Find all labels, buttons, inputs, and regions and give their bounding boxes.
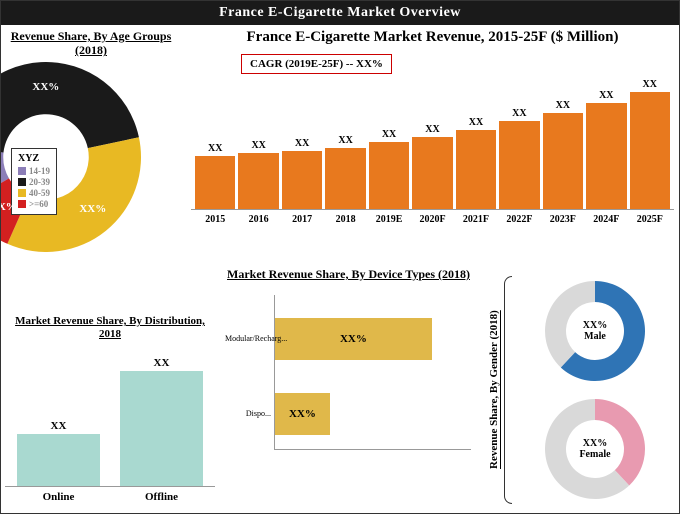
- revenue-bar: XX: [412, 124, 452, 209]
- bar-rect: [456, 130, 496, 209]
- legend-swatch: [18, 167, 26, 175]
- age-legend-row: 40-59: [18, 188, 50, 198]
- bar-x-label: 2022F: [499, 214, 539, 225]
- bar-rect: [499, 121, 539, 209]
- revenue-section: France E-Cigarette Market Revenue, 2015-…: [191, 25, 674, 240]
- revenue-bar: XX: [369, 129, 409, 209]
- revenue-bar: XX: [630, 79, 670, 209]
- age-slice-label: XX%: [1, 201, 17, 213]
- bar-x-label: 2018: [325, 214, 365, 225]
- page-title: France E-Cigarette Market Overview: [219, 5, 461, 20]
- cagr-box: CAGR (2019E-25F) -- XX%: [241, 54, 392, 74]
- gender-female-label: XX% Female: [579, 438, 610, 460]
- revenue-bar: XX: [282, 138, 322, 209]
- device-row-label: Dispo...: [225, 409, 273, 418]
- legend-label: 40-59: [29, 188, 50, 198]
- bar-value-label: XX: [469, 117, 483, 128]
- bar-rect: [586, 103, 626, 209]
- bar-rect: [282, 151, 322, 209]
- gender-title: Revenue Share, By Gender (2018): [486, 270, 502, 510]
- device-row-label: Modular/Recharg...: [225, 334, 273, 343]
- bracket-icon: [504, 276, 512, 504]
- bar-rect: [369, 142, 409, 209]
- legend-swatch: [18, 200, 26, 208]
- age-slice-label: XX%: [79, 203, 106, 215]
- device-section: Market Revenue Share, By Device Types (2…: [226, 267, 471, 450]
- bar-x-label: 2023F: [543, 214, 583, 225]
- age-legend-title: XYZ: [18, 153, 50, 164]
- age-legend-row: 20-39: [18, 177, 50, 187]
- age-legend-row: 14-19: [18, 166, 50, 176]
- age-donut-chart: XYZ 14-1920-3940-59>=60 XX%XX%XX%XX%: [1, 62, 176, 252]
- distribution-title: Market Revenue Share, By Distribution, 2…: [5, 315, 215, 341]
- revenue-title: France E-Cigarette Market Revenue, 2015-…: [191, 25, 674, 50]
- bar-value-label: XX: [251, 140, 265, 151]
- age-legend: XYZ 14-1920-3940-59>=60: [11, 148, 57, 215]
- bar-value-label: XX: [338, 135, 352, 146]
- bar-value-label: XX: [154, 357, 170, 369]
- revenue-bar: XX: [543, 100, 583, 209]
- device-bar-row: Dispo...XX%: [275, 393, 471, 435]
- bar-value-label: XX: [295, 138, 309, 149]
- age-share-title: Revenue Share, By Age Groups (2018): [1, 25, 181, 62]
- bar-rect: [120, 371, 203, 486]
- gender-female-donut: XX% Female: [540, 394, 650, 504]
- revenue-bar: XX: [586, 90, 626, 209]
- age-share-section: Revenue Share, By Age Groups (2018) XYZ …: [1, 25, 181, 252]
- bar-x-label: 2016: [238, 214, 278, 225]
- bar-x-label: 2019E: [369, 214, 409, 225]
- bar-rect: XX%: [275, 318, 432, 360]
- distribution-bar: XX: [17, 420, 100, 487]
- device-bar-chart: Modular/Recharg...XX% Dispo...XX%: [274, 295, 471, 450]
- bar-value-label: XX: [208, 143, 222, 154]
- revenue-bar-chart: XX XX XX XX XX XX XX XX XX XX XX 20152016 20172018 2…: [191, 80, 674, 240]
- bar-value-label: XX: [512, 108, 526, 119]
- revenue-bar: XX: [325, 135, 365, 209]
- bar-x-label: 2020F: [412, 214, 452, 225]
- bar-value-label: XX: [51, 420, 67, 432]
- age-slice-label: XX%: [32, 81, 59, 93]
- gender-male-label: XX% Male: [583, 320, 607, 342]
- bar-x-label: 2024F: [586, 214, 626, 225]
- gender-charts: XX% Male XX% Female: [514, 270, 676, 510]
- bar-rect: [17, 434, 100, 487]
- legend-label: 20-39: [29, 177, 50, 187]
- revenue-bar: XX: [456, 117, 496, 209]
- legend-swatch: [18, 189, 26, 197]
- page-header: France E-Cigarette Market Overview: [1, 1, 679, 25]
- device-bar-row: Modular/Recharg...XX%: [275, 318, 471, 360]
- distribution-bar-chart: XX XX: [5, 347, 215, 487]
- distribution-section: Market Revenue Share, By Distribution, 2…: [5, 315, 215, 503]
- device-title: Market Revenue Share, By Device Types (2…: [226, 267, 471, 281]
- revenue-bar: XX: [195, 143, 235, 209]
- bar-x-label: Online: [17, 491, 100, 503]
- bar-rect: [630, 92, 670, 209]
- legend-label: >=60: [29, 199, 48, 209]
- bar-rect: [412, 137, 452, 209]
- distribution-bar: XX: [120, 357, 203, 486]
- bar-value-label: XX: [556, 100, 570, 111]
- bar-x-label: 2017: [282, 214, 322, 225]
- bar-x-label: 2021F: [456, 214, 496, 225]
- revenue-bar: XX: [238, 140, 278, 209]
- gender-male-donut: XX% Male: [540, 276, 650, 386]
- bar-value-label: XX: [643, 79, 657, 90]
- bar-rect: [325, 148, 365, 209]
- age-legend-row: >=60: [18, 199, 50, 209]
- bar-rect: XX%: [275, 393, 330, 435]
- bar-value-label: XX: [425, 124, 439, 135]
- revenue-bar: XX: [499, 108, 539, 209]
- bar-x-label: 2025F: [630, 214, 670, 225]
- bar-rect: [238, 153, 278, 209]
- bar-value-label: XX: [599, 90, 613, 101]
- bar-value-label: XX: [382, 129, 396, 140]
- gender-section: Revenue Share, By Gender (2018) XX% Male…: [486, 270, 676, 510]
- legend-label: 14-19: [29, 166, 50, 176]
- legend-swatch: [18, 178, 26, 186]
- bar-x-label: 2015: [195, 214, 235, 225]
- bar-rect: [543, 113, 583, 209]
- main-content: Revenue Share, By Age Groups (2018) XYZ …: [1, 25, 679, 515]
- bar-rect: [195, 156, 235, 209]
- bar-x-label: Offline: [120, 491, 203, 503]
